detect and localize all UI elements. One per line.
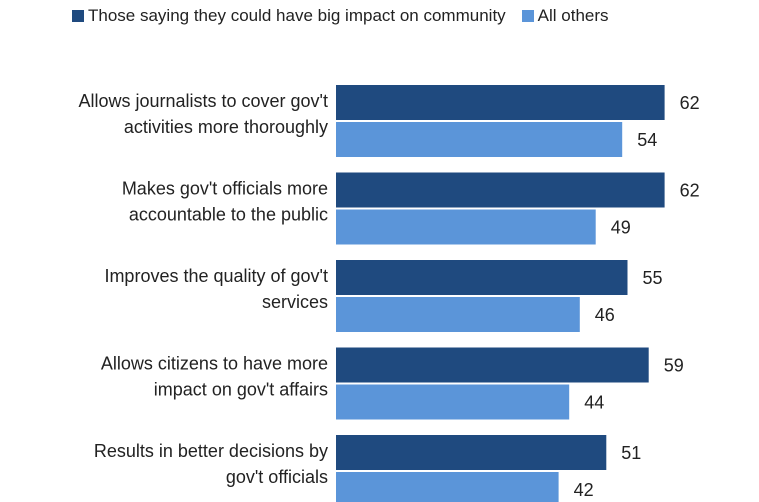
legend-label-series-1: Those saying they could have big impact … bbox=[88, 6, 506, 25]
bar bbox=[336, 122, 623, 157]
legend: Those saying they could have big impact … bbox=[72, 6, 625, 26]
category-label: Results in better decisions by bbox=[94, 441, 328, 461]
data-label: 51 bbox=[621, 443, 641, 463]
data-label: 46 bbox=[595, 305, 615, 325]
category-label: Makes gov't officials more bbox=[122, 179, 328, 199]
data-label: 44 bbox=[584, 393, 604, 413]
data-label: 62 bbox=[680, 93, 700, 113]
data-label: 49 bbox=[611, 218, 631, 238]
category-label: services bbox=[262, 292, 328, 312]
category-label: gov't officials bbox=[226, 467, 328, 487]
legend-swatch-series-1 bbox=[72, 10, 84, 22]
data-label: 59 bbox=[664, 356, 684, 376]
data-label: 62 bbox=[680, 181, 700, 201]
legend-label-series-2: All others bbox=[537, 6, 609, 25]
bar bbox=[336, 297, 580, 332]
category-label: impact on gov't affairs bbox=[154, 380, 328, 400]
data-label: 54 bbox=[637, 130, 657, 150]
data-label: 42 bbox=[574, 480, 594, 500]
bar bbox=[336, 209, 596, 245]
bar bbox=[336, 435, 607, 470]
legend-item-series-2: All others bbox=[521, 6, 609, 26]
bar bbox=[336, 260, 628, 295]
bar bbox=[336, 384, 570, 420]
category-label: Improves the quality of gov't bbox=[104, 266, 328, 286]
category-label: activities more thoroughly bbox=[124, 117, 328, 137]
category-label: Allows citizens to have more bbox=[101, 354, 328, 374]
legend-item-series-1: Those saying they could have big impact … bbox=[72, 6, 506, 26]
bar bbox=[336, 85, 665, 120]
category-label: Allows journalists to cover gov't bbox=[78, 91, 328, 111]
bar bbox=[336, 347, 649, 383]
category-label: accountable to the public bbox=[129, 205, 328, 225]
data-label: 55 bbox=[643, 268, 663, 288]
bar bbox=[336, 472, 559, 502]
legend-swatch-series-2 bbox=[521, 10, 534, 22]
bar bbox=[336, 172, 665, 208]
